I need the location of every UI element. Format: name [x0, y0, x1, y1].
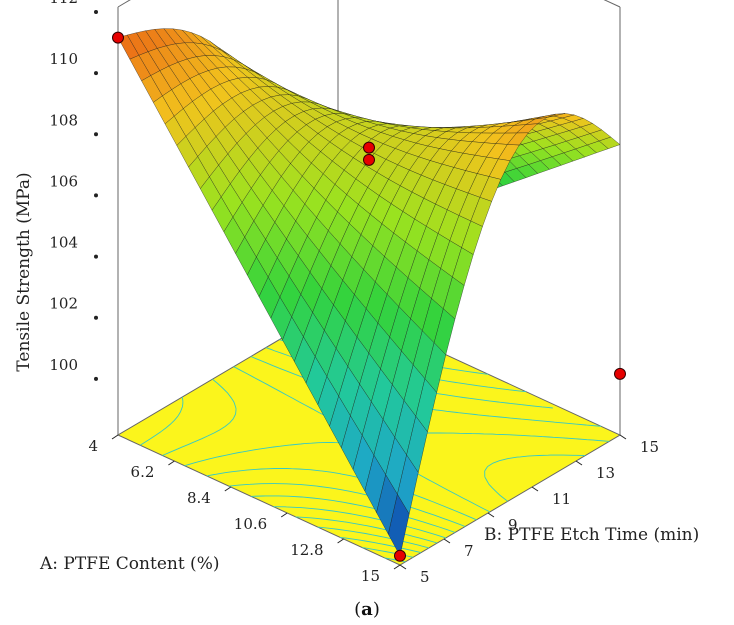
b-tick-label-5: 15: [640, 438, 659, 456]
b-tick-label-2: 9: [508, 516, 518, 534]
figure-caption: (a): [354, 599, 380, 620]
z-axis-ticks: 100 102 104 106 108 110 112: [49, 0, 98, 381]
caption-close: ): [373, 599, 380, 620]
z-tick-label-6: 112: [49, 0, 78, 7]
design-points: [112, 31, 626, 562]
z-tick-mark-4: [94, 132, 98, 137]
b-axis-ticks: 5 7 9 11 13 15: [399, 434, 659, 586]
a-tick-mark-1: [168, 460, 175, 466]
response-surface: [117, 28, 621, 557]
b-tick-label-3: 11: [552, 490, 571, 508]
a-tick-mark-0: [111, 434, 119, 440]
a-tick-label-5: 15: [361, 567, 380, 585]
design-point-3: [614, 367, 626, 380]
box-top-back-edge: [603, 0, 621, 8]
surface-cell-23-0: [388, 493, 410, 557]
a-tick-label-0: 4: [88, 437, 98, 455]
b-tick-label-0: 5: [420, 568, 430, 586]
z-tick-mark-1: [94, 315, 98, 320]
caption-letter: a: [361, 599, 373, 620]
z-tick-label-1: 102: [49, 295, 78, 313]
a-axis-ticks: 4 6.2 8.4 10.6 12.8 15: [88, 434, 401, 585]
floor-contour-10: [162, 378, 586, 502]
z-tick-mark-3: [94, 193, 98, 198]
z-tick-label-2: 104: [49, 234, 78, 252]
z-axis-title: Tensile Strength (MPa): [14, 172, 34, 371]
z-tick-mark-0: [94, 376, 98, 381]
b-tick-label-4: 13: [596, 464, 615, 482]
box-top-left-edge: [117, 0, 131, 8]
caption-open: (: [354, 599, 361, 620]
b-tick-mark-5: [619, 434, 627, 440]
a-axis-title: A: PTFE Content (%): [39, 554, 219, 574]
design-point-5: [363, 153, 375, 166]
design-point-0: [112, 31, 124, 44]
a-tick-label-4: 12.8: [290, 541, 323, 559]
b-tick-mark-1: [443, 538, 451, 544]
z-tick-mark-6: [94, 10, 98, 14]
z-tick-mark-5: [94, 71, 98, 76]
z-tick-label-0: 100: [49, 356, 78, 374]
a-tick-label-3: 10.6: [234, 515, 267, 533]
a-tick-mark-2: [224, 486, 232, 492]
a-tick-mark-4: [337, 538, 344, 544]
z-tick-label-5: 110: [49, 50, 78, 68]
z-tick-mark-2: [94, 254, 98, 259]
b-axis-title: B: PTFE Etch Time (min): [484, 525, 699, 545]
b-tick-mark-4: [575, 460, 583, 466]
b-tick-label-1: 7: [464, 542, 474, 560]
design-point-1: [394, 549, 406, 562]
design-point-4: [363, 141, 375, 154]
floor-contour-11: [139, 396, 184, 446]
b-tick-mark-0: [399, 564, 407, 570]
z-tick-label-3: 106: [49, 172, 78, 190]
a-tick-mark-5: [393, 564, 401, 570]
a-tick-label-1: 6.2: [131, 463, 155, 481]
b-tick-mark-3: [531, 486, 539, 492]
z-tick-label-4: 108: [49, 111, 78, 129]
a-tick-mark-3: [280, 512, 288, 518]
b-tick-mark-2: [487, 512, 495, 518]
a-tick-label-2: 8.4: [187, 489, 211, 507]
